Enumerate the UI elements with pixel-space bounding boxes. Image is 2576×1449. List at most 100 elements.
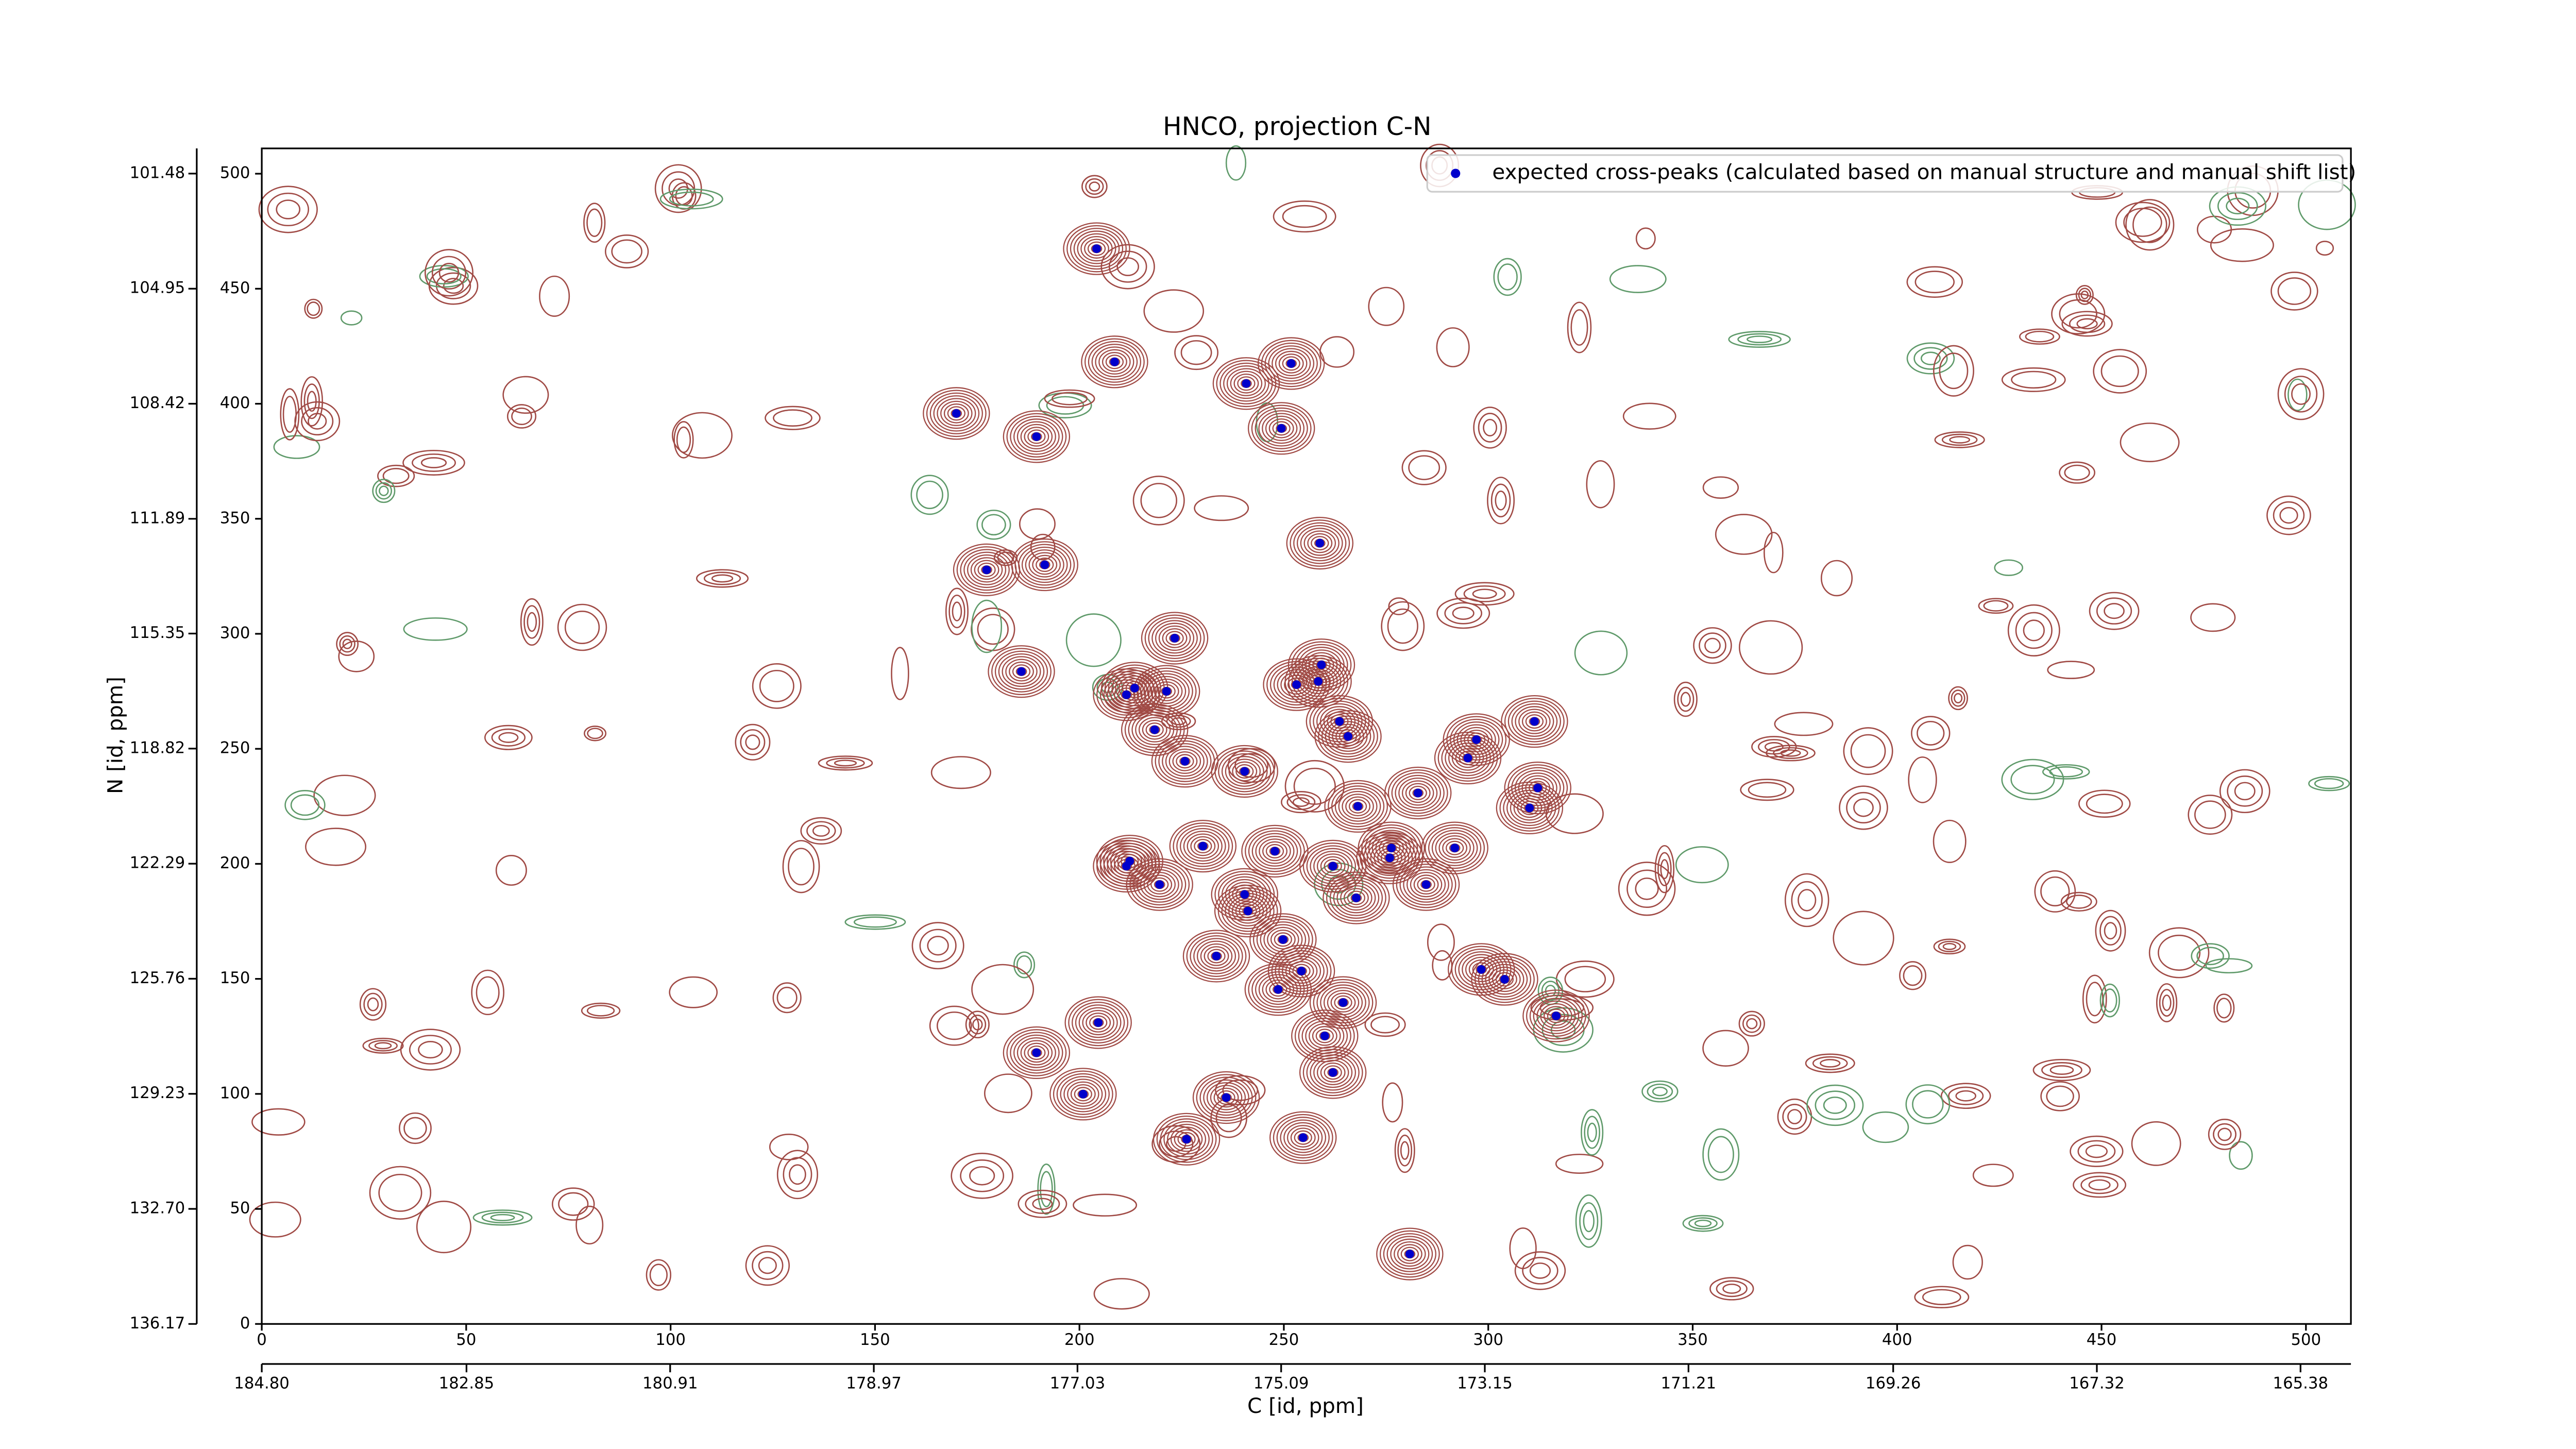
peak-contour	[1316, 703, 1363, 740]
noise-contour	[1833, 911, 1894, 966]
noise-contour	[1364, 1012, 1406, 1037]
noise-contour	[2093, 349, 2147, 394]
noise-contour	[2273, 501, 2305, 530]
peak-contour	[1151, 620, 1198, 656]
noise-contour	[2123, 208, 2162, 237]
x2-tick-label: 173.15	[1457, 1374, 1513, 1392]
noise-contour	[2125, 199, 2175, 251]
peak-contour	[1072, 1001, 1125, 1043]
peak-contour	[1278, 353, 1304, 374]
peak-contour	[1256, 918, 1310, 961]
noise-contour	[945, 587, 969, 635]
noise-contour	[1702, 476, 1739, 499]
cross-peak	[1180, 756, 1190, 766]
y2-tick-label: 101.48	[130, 163, 185, 182]
peak-contour	[1468, 959, 1494, 980]
peak-contour	[1398, 778, 1438, 808]
peak-contour	[1219, 362, 1273, 405]
noise-contour	[1742, 1014, 1761, 1033]
peak-contour	[1121, 703, 1189, 756]
peak-contour	[1221, 890, 1275, 932]
peak-contour	[1027, 429, 1046, 444]
noise-contour	[1089, 181, 1100, 192]
noise-contour	[1037, 1164, 1056, 1215]
peak-contour	[1156, 1116, 1217, 1163]
peak-contour	[1115, 672, 1155, 704]
noise-contour	[735, 723, 771, 761]
noise-contour	[2158, 934, 2201, 971]
peak-contour	[1316, 1059, 1349, 1085]
noise-contour	[399, 1112, 432, 1144]
noise-contour	[2194, 800, 2226, 829]
peak-contour	[1282, 955, 1321, 987]
peak-contour	[1064, 996, 1132, 1049]
noise-contour	[498, 732, 519, 743]
noise-contour	[2059, 299, 2097, 329]
peak-contour	[1165, 746, 1205, 777]
peak-contour	[1170, 1126, 1203, 1152]
peak-contour	[1529, 995, 1583, 1037]
x-tick-label: 0	[257, 1330, 267, 1349]
peak-contour	[1084, 338, 1145, 386]
noise-contour	[2216, 998, 2232, 1019]
noise-contour	[930, 756, 991, 789]
noise-contour	[1151, 1125, 1201, 1163]
noise-contour	[2208, 1119, 2242, 1150]
noise-contour	[1040, 1171, 1053, 1207]
noise-contour	[1100, 244, 1155, 290]
noise-contour	[443, 278, 464, 294]
x-tick-label: 200	[1064, 1330, 1095, 1349]
noise-contour	[1839, 785, 1888, 830]
peak-contour	[1264, 342, 1318, 384]
noise-contour	[305, 828, 367, 866]
y-tick-label: 500	[220, 164, 250, 182]
peak-contour	[1018, 544, 1072, 586]
peak-contour	[1203, 1079, 1249, 1116]
noise-contour	[2104, 603, 2125, 619]
x-axis-label: C [id, ppm]	[1247, 1393, 1364, 1418]
peak-contour	[1248, 966, 1309, 1013]
noise-contour	[971, 964, 1035, 1015]
peak-contour	[1499, 784, 1560, 832]
peak-contour	[1328, 783, 1388, 830]
cross-peak	[1240, 767, 1249, 776]
noise-contour	[1081, 175, 1108, 198]
noise-contour	[303, 383, 320, 419]
peak-contour	[1310, 1054, 1357, 1091]
noise-contour	[1933, 345, 1974, 397]
peak-contour	[1148, 617, 1201, 659]
noise-contour	[2188, 795, 2233, 835]
noise-contour	[1522, 1257, 1558, 1285]
noise-contour	[1541, 981, 1560, 1001]
peak-contour	[1258, 337, 1325, 390]
noise-contour	[2219, 769, 2270, 814]
peak-contour	[1075, 1004, 1122, 1041]
noise-contour	[916, 480, 943, 509]
noise-contour	[304, 298, 323, 319]
noise-contour	[2213, 1123, 2236, 1146]
noise-contour	[769, 1133, 809, 1160]
noise-contour	[1025, 1193, 1060, 1214]
y-tick-label: 250	[220, 739, 250, 757]
cross-peak	[1385, 853, 1394, 863]
peak-contour	[1506, 789, 1553, 827]
noise-contour	[1699, 632, 1726, 659]
noise-contour	[1823, 1097, 1847, 1114]
noise-contour	[984, 1073, 1032, 1114]
peak-contour	[1335, 726, 1361, 747]
cross-peak	[1335, 717, 1344, 726]
peak-contour	[1126, 858, 1193, 911]
x2-tick-label: 165.38	[2273, 1374, 2329, 1392]
noise-contour	[438, 263, 460, 283]
peak-contour	[1024, 1042, 1049, 1063]
peak-contour	[1391, 772, 1445, 814]
peak-contour	[1492, 969, 1517, 989]
y2-tick-label: 115.35	[130, 624, 185, 642]
noise-contour	[1292, 797, 1310, 807]
noise-contour	[2270, 272, 2318, 311]
peak-contour	[1507, 700, 1562, 743]
noise-contour	[776, 1150, 818, 1200]
noise-contour	[2075, 284, 2094, 305]
noise-contour	[412, 453, 456, 472]
x2-tick-label: 169.26	[1866, 1374, 1921, 1392]
